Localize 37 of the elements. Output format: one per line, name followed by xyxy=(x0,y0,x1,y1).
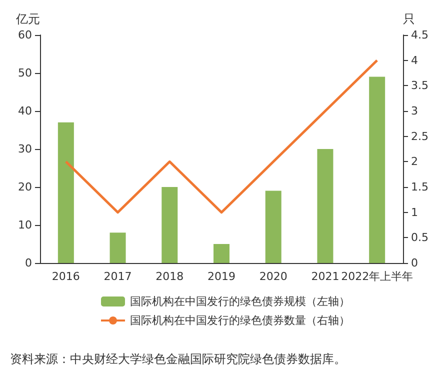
y-tick-label: 30 xyxy=(18,142,32,156)
bar xyxy=(162,187,178,263)
line-series xyxy=(64,59,378,214)
bar xyxy=(369,76,386,263)
legend-label: 国际机构在中国发行的绿色债券数量（右轴） xyxy=(130,314,350,327)
x-tick-label: 2018 xyxy=(156,270,184,283)
x-tick-label: 2022年上半年 xyxy=(341,270,414,283)
x-tick-label: 2017 xyxy=(104,270,132,283)
y-tick-label: 20 xyxy=(18,180,32,194)
y-tick-label: 60 xyxy=(18,28,32,42)
y2-tick-label: 2.5 xyxy=(411,130,428,143)
bar xyxy=(110,232,126,263)
x-tick-label: 2020 xyxy=(259,270,288,283)
y2-axis-title: 只 xyxy=(403,12,415,26)
bar xyxy=(265,190,282,263)
y-tick-label: 10 xyxy=(18,218,32,232)
y-tick-label: 0 xyxy=(25,256,32,270)
x-tick-label: 2021 xyxy=(311,270,340,283)
y2-tick-label: 1 xyxy=(411,206,418,219)
y2-tick-label: 0 xyxy=(411,256,418,270)
y2-tick-label: 3 xyxy=(411,104,418,118)
y-tick-label: 40 xyxy=(18,104,32,118)
legend-label: 国际机构在中国发行的绿色债券规模（左轴） xyxy=(130,295,350,308)
y2-tick-label: 3.5 xyxy=(411,79,428,92)
y2-tick-label: 4 xyxy=(411,54,418,67)
x-tick-label: 2019 xyxy=(208,270,236,283)
bar xyxy=(58,122,74,263)
y-tick-label: 50 xyxy=(18,66,32,80)
text: 资料来源：中央财经大学绿色金融国际研究院绿色债券数据库。 xyxy=(10,352,346,366)
y-axis-title: 亿元 xyxy=(15,12,40,26)
y2-tick-label: 4.5 xyxy=(411,28,428,42)
x-tick-label: 2016 xyxy=(52,270,80,283)
bar xyxy=(317,149,334,263)
y2-tick-label: 2 xyxy=(411,155,418,168)
bar xyxy=(214,244,230,263)
y2-tick-label: 0.5 xyxy=(411,231,428,244)
y2-tick-label: 1.5 xyxy=(411,180,428,194)
